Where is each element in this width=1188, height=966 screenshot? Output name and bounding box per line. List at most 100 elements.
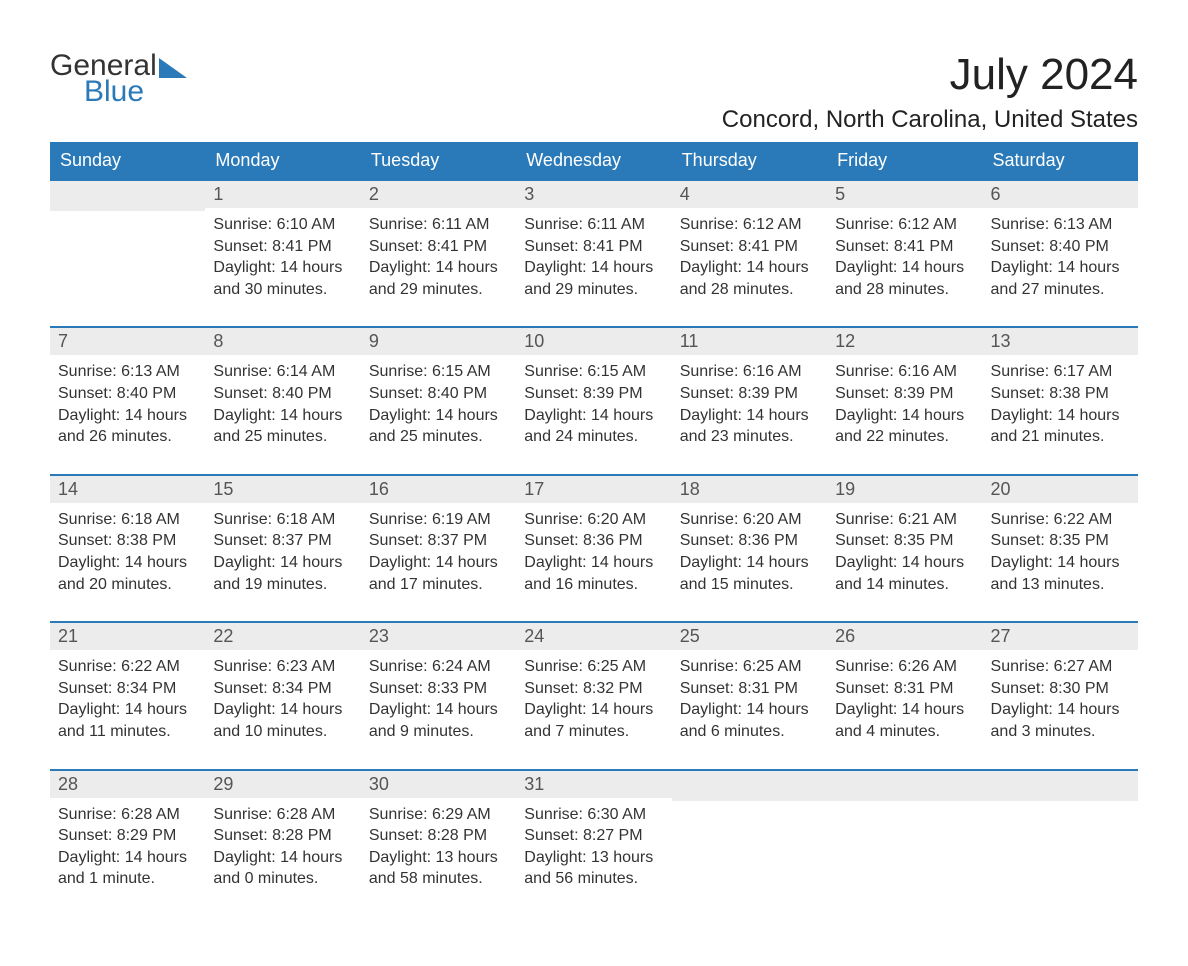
sunrise-line: Sunrise: 6:17 AM: [991, 361, 1130, 383]
calendar-week-row: 14Sunrise: 6:18 AMSunset: 8:38 PMDayligh…: [50, 475, 1138, 622]
day-details: Sunrise: 6:13 AMSunset: 8:40 PMDaylight:…: [50, 355, 205, 473]
calendar-page: General Blue July 2024 Concord, North Ca…: [50, 50, 1138, 916]
day-details: Sunrise: 6:28 AMSunset: 8:28 PMDaylight:…: [205, 798, 360, 916]
sunrise-line: Sunrise: 6:25 AM: [524, 656, 663, 678]
sunset-line: Sunset: 8:27 PM: [524, 825, 663, 847]
sunrise-line: Sunrise: 6:27 AM: [991, 656, 1130, 678]
day-details: Sunrise: 6:12 AMSunset: 8:41 PMDaylight:…: [672, 208, 827, 326]
sunset-line: Sunset: 8:30 PM: [991, 678, 1130, 700]
sunset-line: Sunset: 8:31 PM: [680, 678, 819, 700]
day-number: 23: [361, 623, 516, 650]
daylight-line: Daylight: 14 hours and 15 minutes.: [680, 552, 819, 595]
sunrise-line: Sunrise: 6:12 AM: [680, 214, 819, 236]
sunrise-line: Sunrise: 6:15 AM: [524, 361, 663, 383]
calendar-day-cell: 17Sunrise: 6:20 AMSunset: 8:36 PMDayligh…: [516, 475, 671, 622]
weekday-header: Wednesday: [516, 142, 671, 180]
sunrise-line: Sunrise: 6:28 AM: [213, 804, 352, 826]
sunset-line: Sunset: 8:41 PM: [369, 236, 508, 258]
daylight-line: Daylight: 14 hours and 7 minutes.: [524, 699, 663, 742]
calendar-week-row: 21Sunrise: 6:22 AMSunset: 8:34 PMDayligh…: [50, 622, 1138, 769]
sunrise-line: Sunrise: 6:24 AM: [369, 656, 508, 678]
calendar-week-row: 1Sunrise: 6:10 AMSunset: 8:41 PMDaylight…: [50, 180, 1138, 327]
sunset-line: Sunset: 8:39 PM: [680, 383, 819, 405]
calendar-day-cell: [827, 770, 982, 916]
sunset-line: Sunset: 8:34 PM: [213, 678, 352, 700]
day-number: 27: [983, 623, 1138, 650]
day-details: Sunrise: 6:19 AMSunset: 8:37 PMDaylight:…: [361, 503, 516, 621]
daylight-line: Daylight: 14 hours and 13 minutes.: [991, 552, 1130, 595]
calendar-day-cell: 29Sunrise: 6:28 AMSunset: 8:28 PMDayligh…: [205, 770, 360, 916]
calendar-day-cell: 15 Sunrise: 6:18 AMSunset: 8:37 PMDayligh…: [205, 475, 360, 622]
daylight-line: Daylight: 14 hours and 19 minutes.: [213, 552, 352, 595]
day-details: Sunrise: 6:16 AMSunset: 8:39 PMDaylight:…: [827, 355, 982, 473]
sunrise-line: Sunrise: 6:15 AM: [369, 361, 508, 383]
calendar-day-cell: 26Sunrise: 6:26 AMSunset: 8:31 PMDayligh…: [827, 622, 982, 769]
daylight-line: Daylight: 13 hours and 58 minutes.: [369, 847, 508, 890]
calendar-day-cell: 18Sunrise: 6:20 AMSunset: 8:36 PMDayligh…: [672, 475, 827, 622]
day-details: Sunrise: 6:24 AMSunset: 8:33 PMDaylight:…: [361, 650, 516, 768]
day-details: Sunrise: 6:15 AMSunset: 8:39 PMDaylight:…: [516, 355, 671, 473]
sunset-line: Sunset: 8:35 PM: [835, 530, 974, 552]
sunset-line: Sunset: 8:35 PM: [991, 530, 1130, 552]
day-number: 7: [50, 328, 205, 355]
day-details: Sunrise: 6:17 AMSunset: 8:38 PMDaylight:…: [983, 355, 1138, 473]
logo-triangle-icon: [159, 58, 187, 78]
day-number: 5: [827, 181, 982, 208]
day-number: 8: [205, 328, 360, 355]
calendar-day-cell: 7Sunrise: 6:13 AMSunset: 8:40 PMDaylight…: [50, 327, 205, 474]
calendar-day-cell: 10Sunrise: 6:15 AMSunset: 8:39 PMDayligh…: [516, 327, 671, 474]
sunrise-line: Sunrise: 6:13 AM: [58, 361, 197, 383]
logo-text-2: Blue: [50, 76, 187, 108]
month-title: July 2024: [722, 50, 1138, 100]
daylight-line: Daylight: 14 hours and 14 minutes.: [835, 552, 974, 595]
sunset-line: Sunset: 8:41 PM: [213, 236, 352, 258]
sunrise-line: Sunrise: 6:26 AM: [835, 656, 974, 678]
day-number: 18: [672, 476, 827, 503]
calendar-day-cell: 19Sunrise: 6:21 AMSunset: 8:35 PMDayligh…: [827, 475, 982, 622]
sunset-line: Sunset: 8:28 PM: [213, 825, 352, 847]
sunrise-line: Sunrise: 6:11 AM: [524, 214, 663, 236]
calendar-day-cell: 20Sunrise: 6:22 AMSunset: 8:35 PMDayligh…: [983, 475, 1138, 622]
day-number: 15: [205, 476, 360, 503]
day-details: Sunrise: 6:18 AMSunset: 8:38 PMDaylight:…: [50, 503, 205, 621]
weekday-header: Saturday: [983, 142, 1138, 180]
day-details: Sunrise: 6:20 AMSunset: 8:36 PMDaylight:…: [672, 503, 827, 621]
calendar-day-cell: 14Sunrise: 6:18 AMSunset: 8:38 PMDayligh…: [50, 475, 205, 622]
calendar-day-cell: 5Sunrise: 6:12 AMSunset: 8:41 PMDaylight…: [827, 180, 982, 327]
day-number: 24: [516, 623, 671, 650]
daylight-line: Daylight: 14 hours and 21 minutes.: [991, 405, 1130, 448]
day-details: Sunrise: 6:12 AMSunset: 8:41 PMDaylight:…: [827, 208, 982, 326]
calendar-day-cell: 4Sunrise: 6:12 AMSunset: 8:41 PMDaylight…: [672, 180, 827, 327]
calendar-day-cell: 30Sunrise: 6:29 AMSunset: 8:28 PMDayligh…: [361, 770, 516, 916]
sunrise-line: Sunrise: 6:28 AM: [58, 804, 197, 826]
calendar-day-cell: 11Sunrise: 6:16 AMSunset: 8:39 PMDayligh…: [672, 327, 827, 474]
day-number: 9: [361, 328, 516, 355]
day-details: Sunrise: 6:16 AMSunset: 8:39 PMDaylight:…: [672, 355, 827, 473]
daylight-line: Daylight: 14 hours and 27 minutes.: [991, 257, 1130, 300]
sunrise-line: Sunrise: 6:20 AM: [524, 509, 663, 531]
daylight-line: Daylight: 14 hours and 29 minutes.: [369, 257, 508, 300]
day-details: Sunrise: 6:22 AMSunset: 8:35 PMDaylight:…: [983, 503, 1138, 621]
sunrise-line: Sunrise: 6:14 AM: [213, 361, 352, 383]
sunrise-line: Sunrise: 6:18 AM: [213, 509, 352, 531]
sunset-line: Sunset: 8:40 PM: [58, 383, 197, 405]
day-number: 4: [672, 181, 827, 208]
daylight-line: Daylight: 14 hours and 9 minutes.: [369, 699, 508, 742]
weekday-header: Tuesday: [361, 142, 516, 180]
sunrise-line: Sunrise: 6:30 AM: [524, 804, 663, 826]
day-details: Sunrise: 6:22 AMSunset: 8:34 PMDaylight:…: [50, 650, 205, 768]
sunset-line: Sunset: 8:34 PM: [58, 678, 197, 700]
calendar-day-cell: [672, 770, 827, 916]
daylight-line: Daylight: 14 hours and 0 minutes.: [213, 847, 352, 890]
day-number: 30: [361, 771, 516, 798]
calendar-day-cell: 28Sunrise: 6:28 AMSunset: 8:29 PMDayligh…: [50, 770, 205, 916]
calendar-day-cell: 23Sunrise: 6:24 AMSunset: 8:33 PMDayligh…: [361, 622, 516, 769]
sunset-line: Sunset: 8:37 PM: [213, 530, 352, 552]
day-number: 22: [205, 623, 360, 650]
weekday-header: Sunday: [50, 142, 205, 180]
daylight-line: Daylight: 14 hours and 3 minutes.: [991, 699, 1130, 742]
day-number: [50, 181, 205, 211]
daylight-line: Daylight: 14 hours and 22 minutes.: [835, 405, 974, 448]
day-number: 14: [50, 476, 205, 503]
day-details: Sunrise: 6:11 AMSunset: 8:41 PMDaylight:…: [361, 208, 516, 326]
